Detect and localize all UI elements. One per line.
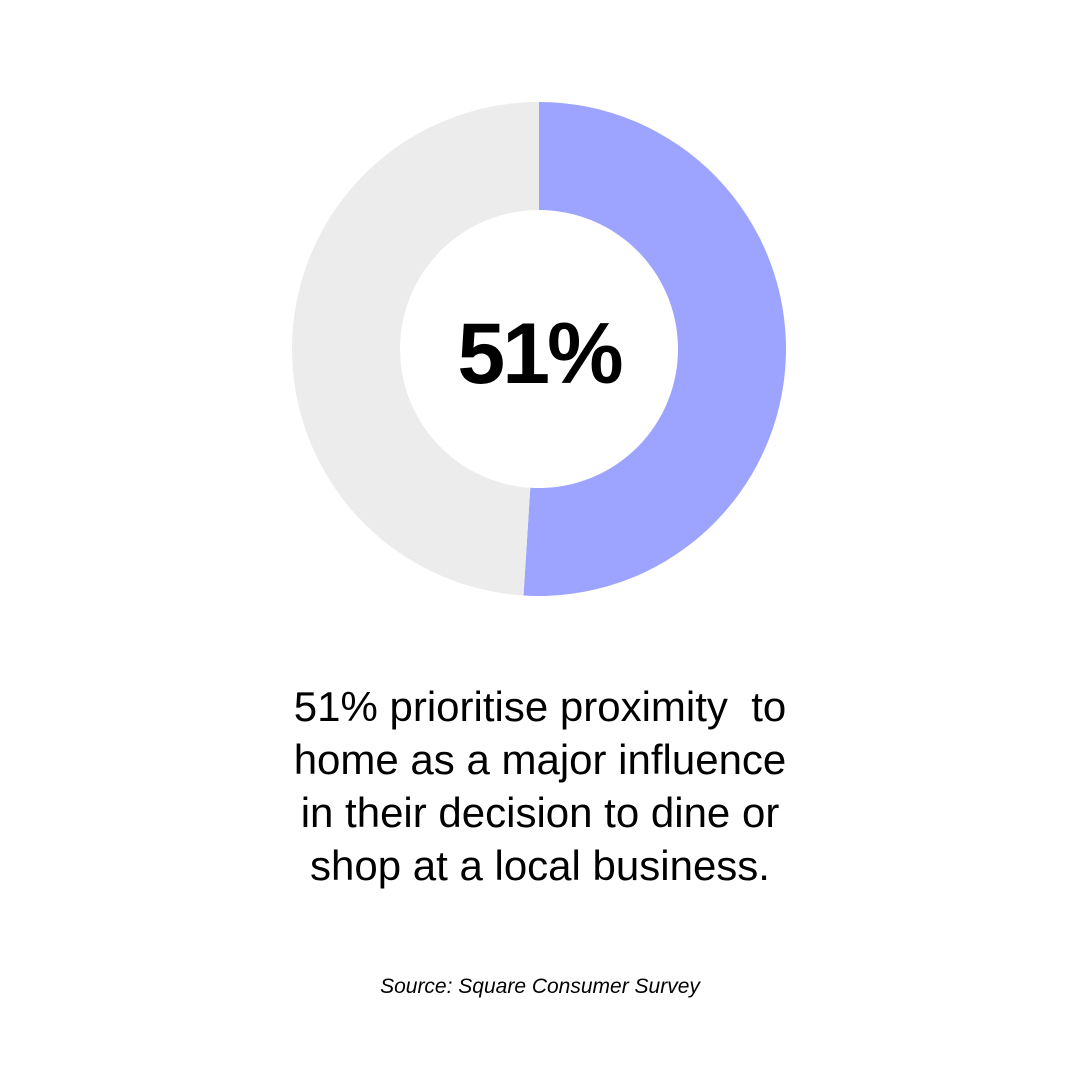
source-note: Source: Square Consumer Survey	[380, 975, 700, 998]
donut-chart: 51%	[292, 102, 786, 596]
caption-line: in their decision to dine or	[300, 789, 780, 836]
caption-text: 51% prioritise proximity to home as a ma…	[240, 680, 840, 892]
caption-line: 51% prioritise proximity to	[293, 683, 787, 730]
caption-line: shop at a local business.	[310, 842, 770, 889]
donut-center-value: 51%	[457, 305, 623, 402]
donut-slice-highlight	[523, 102, 786, 596]
donut-slice-remainder	[292, 102, 539, 596]
caption-line: home as a major influence	[293, 736, 787, 783]
donut-chart-svg	[292, 102, 786, 596]
